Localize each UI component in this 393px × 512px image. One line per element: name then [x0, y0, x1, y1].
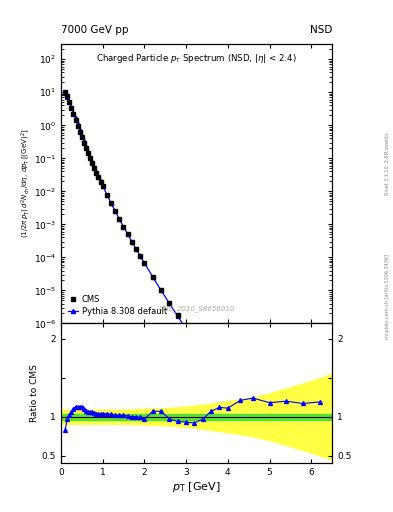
Text: 7000 GeV pp: 7000 GeV pp — [61, 25, 129, 35]
Text: CMS_2010_S8656010: CMS_2010_S8656010 — [158, 306, 235, 312]
X-axis label: $p_{\rm T}$ [GeV]: $p_{\rm T}$ [GeV] — [172, 480, 221, 494]
Y-axis label: $(1/2\pi\,p_{\rm T})\,d^2N_{\rm ch}/d\eta,\,dp_{\rm T}\,[({\rm GeV})^2]$: $(1/2\pi\,p_{\rm T})\,d^2N_{\rm ch}/d\et… — [19, 129, 32, 238]
Text: Charged Particle $p_{\rm T}$ Spectrum (NSD, $|\eta|$ < 2.4): Charged Particle $p_{\rm T}$ Spectrum (N… — [96, 52, 297, 65]
Y-axis label: Ratio to CMS: Ratio to CMS — [30, 365, 39, 422]
Legend: CMS, Pythia 8.308 default: CMS, Pythia 8.308 default — [66, 293, 169, 318]
Text: mcplots.cern.ch [arXiv:1306.3436]: mcplots.cern.ch [arXiv:1306.3436] — [385, 254, 390, 339]
Text: Rivet 3.1.10, 3.6M events: Rivet 3.1.10, 3.6M events — [385, 133, 390, 195]
Text: NSD: NSD — [310, 25, 332, 35]
